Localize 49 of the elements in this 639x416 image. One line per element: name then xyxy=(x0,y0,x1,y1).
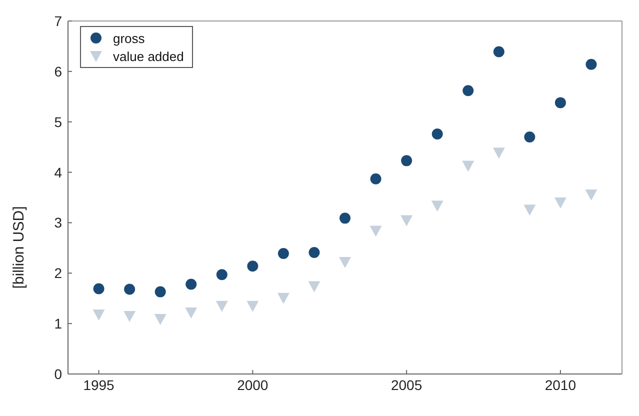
point xyxy=(277,292,290,304)
point xyxy=(462,160,474,172)
point xyxy=(154,314,166,326)
point xyxy=(431,200,444,212)
x-tick-label: 2000 xyxy=(237,376,268,393)
point xyxy=(185,307,198,318)
point xyxy=(401,155,412,166)
point xyxy=(400,215,413,226)
point xyxy=(492,148,505,159)
point xyxy=(340,212,350,224)
point xyxy=(186,278,197,290)
point xyxy=(246,300,259,312)
point xyxy=(462,85,474,96)
point xyxy=(308,246,320,258)
point xyxy=(93,283,104,294)
y-tick-label: 7 xyxy=(54,12,62,29)
point xyxy=(308,281,320,292)
point xyxy=(216,269,228,280)
legend-label: value added xyxy=(113,48,184,64)
y-tick-label: 4 xyxy=(54,164,62,180)
x-tick-label: 1995 xyxy=(83,376,115,393)
point xyxy=(278,248,289,259)
y-tick-label: 3 xyxy=(54,214,62,231)
point xyxy=(432,128,443,140)
point xyxy=(339,257,351,268)
y-tick-label: 5 xyxy=(54,114,62,130)
point xyxy=(370,226,382,237)
point xyxy=(154,286,166,298)
point xyxy=(247,260,258,272)
point xyxy=(124,284,136,295)
point xyxy=(586,58,597,70)
point xyxy=(216,300,228,312)
y-tick-label: 0 xyxy=(54,366,62,382)
point xyxy=(124,311,136,322)
point xyxy=(493,46,504,58)
point xyxy=(524,204,536,216)
legend-label: gross xyxy=(113,30,145,46)
y-axis-title: [billion USD] xyxy=(10,206,28,289)
y-tick-label: 1 xyxy=(54,316,62,332)
point xyxy=(92,309,105,320)
point xyxy=(370,173,382,184)
point xyxy=(524,131,536,142)
y-tick-label: 6 xyxy=(54,63,62,80)
x-tick-label: 2005 xyxy=(390,376,422,393)
y-tick-label: 2 xyxy=(54,265,62,282)
point xyxy=(585,189,598,200)
point xyxy=(554,97,566,108)
x-tick-label: 2010 xyxy=(544,376,576,393)
point xyxy=(554,198,566,209)
